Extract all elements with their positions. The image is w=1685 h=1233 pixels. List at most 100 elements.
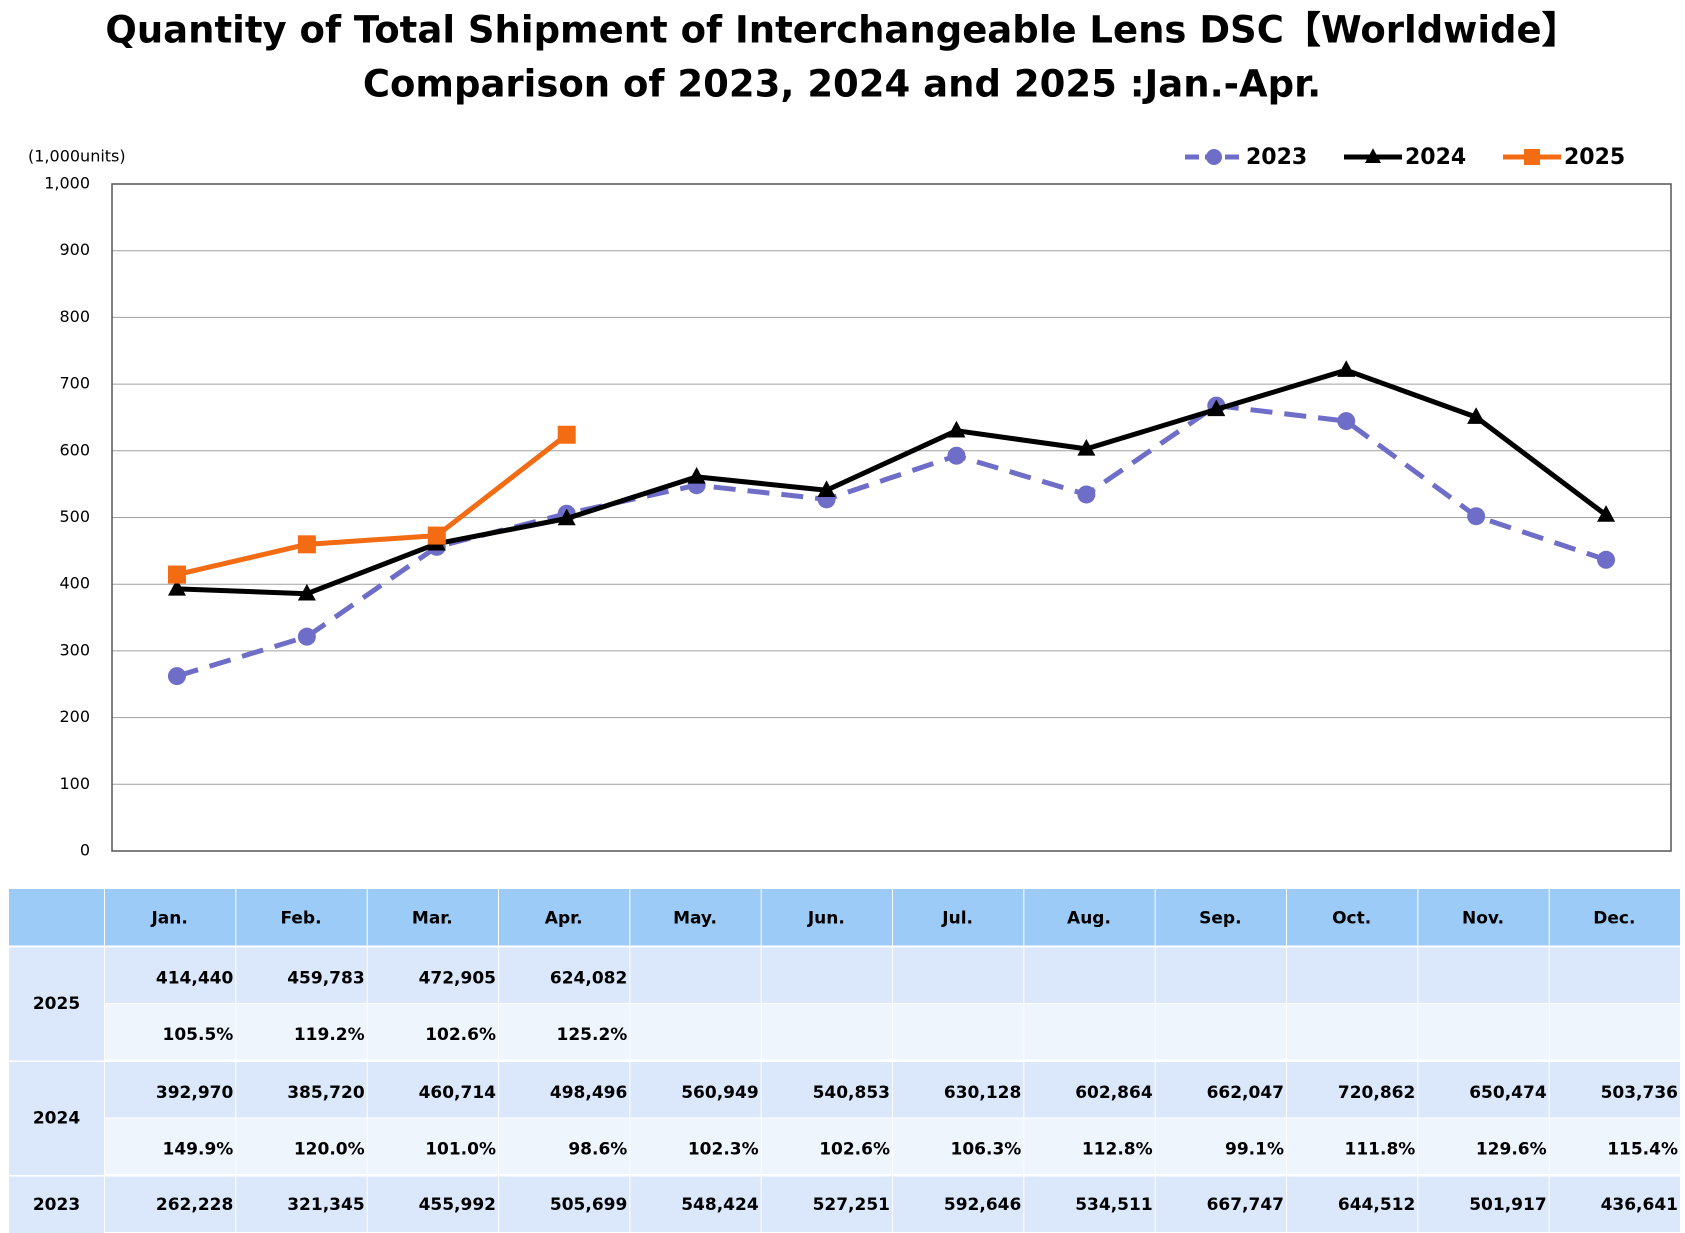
row-header-cell	[9, 1176, 104, 1233]
table-value: 459,783	[287, 969, 364, 989]
table-value: 414,440	[156, 969, 234, 989]
table-cell	[1024, 1118, 1155, 1174]
table-cell	[499, 1118, 630, 1174]
table-cell	[630, 1062, 761, 1118]
y-tick-label: 600	[59, 440, 90, 459]
row-header: 2023	[33, 1195, 80, 1215]
marker	[167, 565, 186, 584]
table-cell	[1287, 1004, 1418, 1060]
legend-label: 2023	[1246, 145, 1307, 170]
marker	[947, 420, 966, 438]
header-cell	[1418, 889, 1549, 946]
table-cell	[761, 1176, 892, 1232]
marker	[1467, 407, 1486, 424]
row-header-cell	[9, 947, 104, 1061]
table-cell	[499, 947, 630, 1003]
y-tick-label: 800	[59, 307, 90, 326]
table-cell	[105, 1004, 236, 1060]
marker	[1524, 149, 1540, 165]
table-value: 534,511	[1075, 1195, 1152, 1215]
table-cell	[1287, 1176, 1418, 1232]
marker	[557, 425, 576, 444]
column-header: May.	[673, 908, 717, 928]
column-header: Mar.	[412, 908, 453, 928]
table-cell	[761, 947, 892, 1003]
table-cell	[105, 1118, 236, 1174]
marker	[1337, 412, 1356, 431]
header-cell	[1155, 889, 1286, 946]
table-cell	[1418, 1004, 1549, 1060]
table-value: 527,251	[813, 1195, 890, 1215]
table-value: 460,714	[419, 1083, 497, 1103]
table-value: 120.0%	[294, 1140, 365, 1160]
y-tick-label: 1,000	[44, 174, 90, 193]
marker	[167, 578, 186, 596]
marker	[817, 480, 836, 498]
table-cell	[893, 1062, 1024, 1118]
legend-label: 2025	[1564, 145, 1625, 170]
table-cell	[1155, 1118, 1286, 1174]
legend: 2023 2024 2025	[1185, 145, 1625, 170]
row-header: 2024	[33, 1109, 80, 1129]
table-value: 106.3%	[951, 1140, 1022, 1160]
marker	[1467, 507, 1486, 526]
table-cell	[1024, 1004, 1155, 1060]
table-value: 125.2%	[557, 1025, 628, 1045]
column-header: Oct.	[1332, 908, 1371, 928]
y-tick-label: 700	[59, 374, 90, 393]
column-header: Apr.	[545, 908, 583, 928]
column-header: Aug.	[1067, 908, 1111, 928]
column-header: Jul.	[941, 908, 973, 928]
table-value: 115.4%	[1607, 1140, 1678, 1160]
table-cell	[499, 1004, 630, 1060]
table-cell	[1549, 1118, 1680, 1174]
marker	[1077, 438, 1096, 456]
table-cell	[1418, 1176, 1549, 1232]
series-line	[176, 367, 1608, 597]
table-cell	[105, 1062, 236, 1118]
y-tick-label: 900	[59, 240, 90, 259]
table-cell	[1287, 1118, 1418, 1174]
table-cell	[499, 1062, 630, 1118]
table-value: 560,949	[681, 1083, 758, 1103]
header-cell	[761, 889, 892, 946]
table-cell	[236, 1062, 367, 1118]
table-value: 99.1%	[1225, 1140, 1284, 1160]
marker	[1597, 550, 1616, 569]
y-tick-label: 100	[59, 774, 90, 793]
header-cell	[1024, 889, 1155, 946]
y-tick-label: 400	[59, 574, 90, 593]
y-axis-label: (1,000units)	[28, 147, 126, 166]
series-line	[176, 432, 569, 578]
table-value: 101.0%	[425, 1140, 496, 1160]
marker	[687, 466, 706, 484]
table-value: 262,228	[156, 1195, 233, 1215]
plot-frame	[111, 183, 1672, 852]
table-value: 667,747	[1207, 1195, 1284, 1215]
table-cell	[630, 947, 761, 1003]
table-value: 111.8%	[1345, 1140, 1416, 1160]
table-value: 129.6%	[1476, 1140, 1547, 1160]
header-cell	[1287, 889, 1418, 946]
table-value: 119.2%	[294, 1025, 365, 1045]
table-cell	[1024, 1062, 1155, 1118]
header-cell	[9, 889, 104, 946]
table-cell	[1549, 947, 1680, 1003]
table-value: 592,646	[944, 1195, 1021, 1215]
table-cell	[367, 947, 498, 1003]
table-cell	[236, 1176, 367, 1232]
table-cell	[893, 1004, 1024, 1060]
table-value: 455,992	[419, 1195, 496, 1215]
header-cell	[367, 889, 498, 946]
table-cell	[236, 947, 367, 1003]
legend-label: 2024	[1405, 145, 1466, 170]
marker	[1077, 485, 1096, 504]
table-cell	[630, 1004, 761, 1060]
table-value: 98.6%	[568, 1140, 627, 1160]
table-value: 112.8%	[1082, 1140, 1153, 1160]
table-cell	[893, 1176, 1024, 1232]
marks	[167, 360, 1616, 686]
table-cell	[1418, 1062, 1549, 1118]
column-header: Nov.	[1462, 908, 1504, 928]
